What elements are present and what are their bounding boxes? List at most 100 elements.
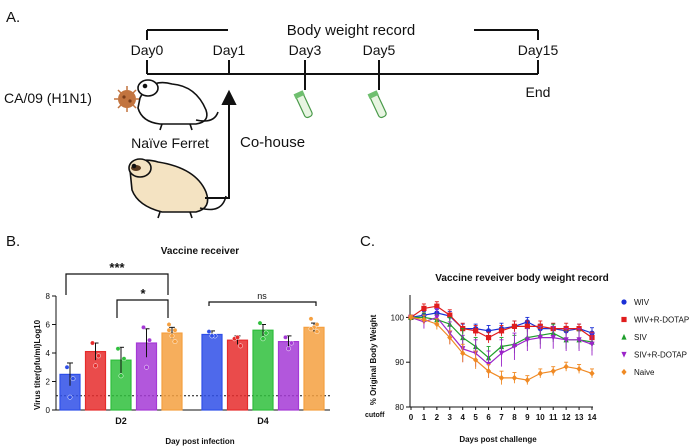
day-label-0: Day0 bbox=[131, 42, 164, 58]
bar-y-tick-label: 4 bbox=[46, 349, 51, 358]
legend-label: SIV bbox=[634, 333, 648, 342]
line-x-tick-label: 5 bbox=[473, 413, 478, 422]
line-y-tick-label: 90 bbox=[395, 358, 404, 367]
bar-y-tick-label: 2 bbox=[46, 378, 51, 387]
cohouse-label: Co-house bbox=[240, 134, 305, 151]
line-chart-xlabel: Days post challenge bbox=[459, 435, 537, 444]
bar-data-point bbox=[166, 327, 172, 333]
line-point-siv-r-dotap bbox=[511, 343, 518, 350]
bar-naive-d2 bbox=[161, 332, 183, 411]
bar-category-label: D2 bbox=[115, 416, 127, 426]
bar-siv-r-dotap-d4 bbox=[277, 341, 300, 411]
bar-data-point bbox=[172, 339, 178, 345]
bar-data-point bbox=[118, 373, 124, 379]
bar-chart: 0 2 4 6 8 D2 D4 bbox=[46, 292, 330, 426]
legend-label: WIV bbox=[634, 298, 650, 307]
bar-data-point bbox=[308, 316, 314, 322]
naive-ferret-icon bbox=[128, 158, 227, 219]
bar-data-point bbox=[289, 340, 294, 346]
line-point-wiv-r-dotap bbox=[485, 334, 492, 341]
bar-chart-title: Vaccine receiver bbox=[161, 246, 240, 257]
line-x-tick-label: 7 bbox=[499, 413, 504, 422]
line-chart-ylabel: % Original Body Weight bbox=[369, 314, 378, 405]
bar-data-point bbox=[263, 330, 269, 336]
virus-icon bbox=[114, 86, 140, 112]
bar-data-point bbox=[147, 337, 152, 343]
bar-data-point bbox=[90, 340, 95, 346]
cutoff-label: cutoff bbox=[365, 412, 385, 419]
body-weight-bracket bbox=[146, 29, 539, 40]
swab-tube-day5-icon bbox=[367, 90, 387, 119]
legend-label: WIV+R-DOTAP bbox=[634, 316, 689, 325]
line-point-naive bbox=[447, 334, 453, 341]
line-point-wiv-r-dotap bbox=[421, 305, 427, 312]
line-point-naive bbox=[576, 365, 582, 373]
bar-wiv-d4 bbox=[201, 333, 223, 411]
line-x-tick-label: 9 bbox=[525, 413, 530, 422]
line-point-wiv-r-dotap bbox=[447, 312, 453, 318]
bar-data-point bbox=[314, 329, 320, 335]
bar-data-point bbox=[283, 334, 288, 340]
line-point-naive bbox=[485, 368, 492, 375]
line-point-siv-r-dotap bbox=[524, 337, 530, 343]
line-x-tick-label: 10 bbox=[536, 413, 545, 422]
line-point-siv-r-dotap bbox=[537, 334, 543, 341]
bar-category-label: D4 bbox=[257, 416, 269, 426]
line-point-naive bbox=[524, 377, 530, 384]
bar-siv-d4 bbox=[252, 329, 274, 411]
bar-data-point bbox=[235, 334, 240, 340]
line-x-tick-label: 1 bbox=[422, 413, 427, 422]
swab-tube-day3-icon bbox=[293, 90, 313, 119]
cohouse-arrow bbox=[205, 89, 237, 199]
bar-data-point bbox=[238, 343, 243, 349]
bar-y-tick-label: 0 bbox=[46, 406, 51, 415]
line-point-siv-r-dotap bbox=[434, 314, 440, 321]
line-x-tick-label: 13 bbox=[575, 413, 584, 422]
significance-mid-label: * bbox=[140, 286, 146, 301]
bar-data-point bbox=[115, 346, 121, 352]
bar-data-point bbox=[209, 333, 215, 339]
bar-y-tick-label: 8 bbox=[46, 292, 51, 301]
bar-chart-ylabel: Virus titer(pfu/ml)Log10 bbox=[33, 319, 42, 410]
legend-marker-siv bbox=[621, 333, 627, 340]
significance-bracket-ns bbox=[208, 301, 317, 306]
line-point-naive bbox=[498, 374, 505, 381]
line-point-siv-r-dotap bbox=[576, 337, 582, 343]
end-label: End bbox=[526, 84, 551, 100]
bracket-title: Body weight record bbox=[287, 22, 415, 39]
bar-data-point bbox=[121, 356, 127, 362]
line-point-naive bbox=[563, 363, 569, 370]
line-x-tick-label: 12 bbox=[562, 413, 571, 422]
bar-data-point bbox=[96, 353, 101, 359]
bar-data-point bbox=[260, 336, 266, 342]
day-label-3: Day3 bbox=[289, 42, 322, 58]
line-x-tick-label: 2 bbox=[435, 413, 440, 422]
line-point-naive bbox=[589, 370, 595, 377]
panel-a-label: A. bbox=[6, 9, 20, 26]
line-point-siv-r-dotap bbox=[589, 341, 595, 348]
line-point-wiv-r-dotap bbox=[473, 328, 479, 334]
line-point-naive bbox=[460, 350, 466, 357]
line-x-tick-label: 0 bbox=[409, 413, 414, 422]
line-x-tick-label: 3 bbox=[448, 413, 453, 422]
line-y-tick-label: 80 bbox=[395, 403, 404, 412]
significance-ns-label: ns bbox=[257, 291, 267, 301]
bar-chart-xlabel: Day post infection bbox=[165, 437, 234, 446]
line-point-siv-r-dotap bbox=[563, 337, 569, 343]
line-chart-legend: WIV WIV+R-DOTAP SIV SIV+R-DOTAP Naive bbox=[621, 298, 689, 377]
bar-data-point bbox=[308, 326, 314, 332]
line-x-tick-label: 14 bbox=[588, 413, 597, 422]
legend-label: Naive bbox=[634, 368, 655, 377]
bar-data-point bbox=[144, 364, 149, 370]
significance-bracket-top bbox=[65, 273, 169, 295]
bar-data-point bbox=[169, 333, 175, 339]
line-y-tick-label: 100 bbox=[391, 313, 405, 322]
bar-y-tick-label: 6 bbox=[46, 321, 51, 330]
line-point-naive bbox=[473, 356, 479, 364]
line-x-tick-label: 6 bbox=[486, 413, 491, 422]
bar-data-point bbox=[172, 327, 178, 333]
legend-marker-naive bbox=[621, 368, 627, 376]
line-point-wiv-r-dotap bbox=[511, 323, 518, 329]
